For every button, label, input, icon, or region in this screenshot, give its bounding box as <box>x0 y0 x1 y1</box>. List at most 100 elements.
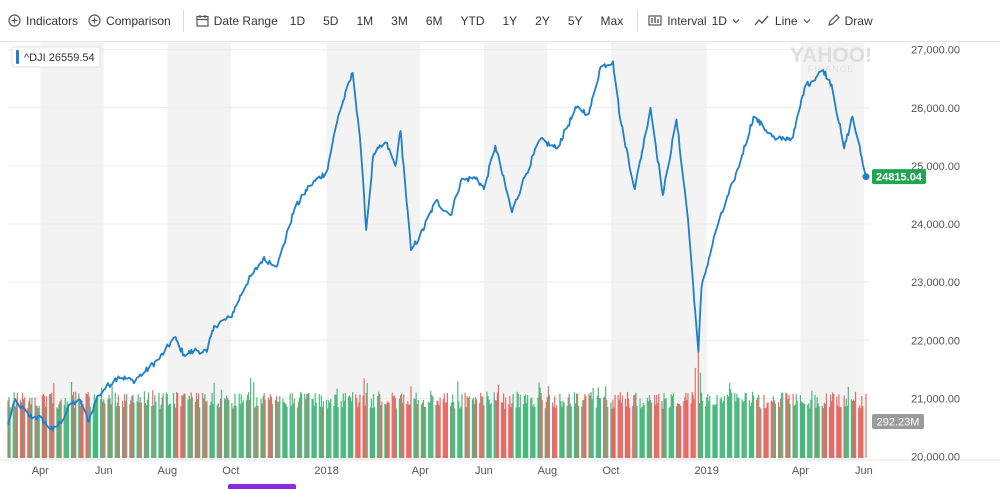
volume-bar <box>700 392 703 458</box>
volume-bar <box>329 402 331 458</box>
volume-bar <box>792 393 794 458</box>
volume-bar <box>27 407 29 458</box>
volume-bar <box>576 393 579 458</box>
volume-bar <box>647 401 649 458</box>
range-button-1m[interactable]: 1M <box>356 13 374 28</box>
volume-bar <box>70 381 73 458</box>
volume-bar <box>770 400 772 458</box>
volume-bar <box>87 392 89 458</box>
volume-bar <box>20 402 23 458</box>
volume-bar <box>585 396 587 458</box>
draw-button[interactable]: Draw <box>827 14 873 28</box>
indicators-button[interactable]: Indicators <box>8 14 78 28</box>
volume-bar <box>750 402 753 458</box>
volume-bar <box>138 402 140 458</box>
volume-bar <box>595 407 597 458</box>
volume-bar <box>206 400 208 458</box>
x-tick-label: Aug <box>538 465 558 477</box>
volume-bar <box>278 401 280 458</box>
volume-bar <box>292 403 294 458</box>
volume-bar <box>268 399 270 458</box>
volume-bar <box>563 402 565 458</box>
watermark-line1: YAHOO! <box>790 44 872 67</box>
volume-bar <box>785 392 787 458</box>
volume-bar <box>862 406 864 458</box>
volume-bar <box>554 396 556 458</box>
volume-bar <box>348 395 351 458</box>
volume-bar <box>398 398 401 458</box>
range-button-5d[interactable]: 5D <box>323 13 339 28</box>
volume-bar <box>646 397 648 458</box>
chart-type-button[interactable]: Line <box>754 14 811 28</box>
volume-bar <box>858 407 860 458</box>
volume-bar <box>53 382 55 458</box>
volume-bar <box>723 396 725 458</box>
chevron-down-icon <box>732 18 740 23</box>
volume-bar <box>809 408 811 458</box>
volume-bar <box>66 401 68 458</box>
volume-bar <box>831 401 833 458</box>
price-chart[interactable]: YAHOO! FINANCE 20,000.00 21,000.00 22,000.… <box>0 42 1000 489</box>
legend-box[interactable]: ^DJI 26559.54 <box>11 46 101 68</box>
volume-bar <box>102 401 104 458</box>
range-button-1y[interactable]: 1Y <box>502 13 518 28</box>
range-button-2y[interactable]: 2Y <box>535 13 550 28</box>
volume-bar <box>85 393 87 458</box>
range-buttons: 1D 5D 1M 3M 6M YTD 1Y 2Y 5Y Max <box>290 14 623 28</box>
volume-bar <box>314 393 316 458</box>
volume-bar <box>837 405 839 458</box>
volume-bar <box>165 392 167 458</box>
volume-bar <box>24 397 26 458</box>
x-axis-labels: Apr Jun Aug Oct 2018 Apr Jun Aug Oct 2019 Apr Jun <box>32 465 873 477</box>
date-range-button[interactable]: Date Range <box>196 14 278 28</box>
volume-bar <box>482 396 484 458</box>
volume-bar <box>125 400 127 458</box>
volume-bar <box>561 406 563 458</box>
volume-bar <box>132 395 134 458</box>
volume-bar <box>231 402 233 458</box>
comparison-button[interactable]: Comparison <box>88 14 171 28</box>
volume-bar <box>541 400 543 458</box>
price-line <box>7 60 867 432</box>
volume-bar <box>642 402 644 458</box>
volume-bar <box>58 404 60 458</box>
volume-bar <box>64 398 66 458</box>
volume-bar <box>176 391 178 458</box>
interval-button[interactable]: Interval 1D <box>648 14 740 28</box>
range-button-max[interactable]: Max <box>600 13 624 28</box>
volume-bar <box>840 407 842 458</box>
volume-bar <box>508 404 510 458</box>
volume-bar <box>330 398 332 458</box>
volume-bar <box>16 392 18 458</box>
volume-bar <box>860 408 862 458</box>
volume-bar <box>72 391 75 458</box>
volume-bar <box>523 395 526 458</box>
range-button-1d[interactable]: 1D <box>289 13 306 28</box>
range-button-5y[interactable]: 5Y <box>567 13 583 28</box>
volume-bar <box>166 394 168 458</box>
volume-bar <box>261 403 263 458</box>
volume-bar <box>168 404 170 458</box>
volume-bar <box>734 393 736 458</box>
gridlines <box>8 49 870 458</box>
volume-bar <box>136 401 138 458</box>
range-button-3m[interactable]: 3M <box>391 13 408 28</box>
range-button-6m[interactable]: 6M <box>425 13 443 28</box>
volume-bar <box>757 397 759 458</box>
volume-bar <box>29 398 31 458</box>
volume-bar <box>716 394 718 458</box>
volume-bar <box>461 393 463 458</box>
range-button-ytd[interactable]: YTD <box>460 13 485 28</box>
volume-bar <box>596 395 598 458</box>
volume-bar <box>313 405 315 458</box>
volume-bar <box>322 400 325 458</box>
volume-bar <box>611 408 613 458</box>
volume-bar <box>686 400 688 458</box>
volume-bar <box>748 400 750 458</box>
volume-bar <box>357 407 359 458</box>
volume-label: 292.23M <box>877 417 920 429</box>
volume-bar <box>408 404 410 458</box>
volume-bar <box>312 398 314 458</box>
indicator-legend-badge[interactable] <box>228 484 296 489</box>
volume-bar <box>36 406 38 458</box>
